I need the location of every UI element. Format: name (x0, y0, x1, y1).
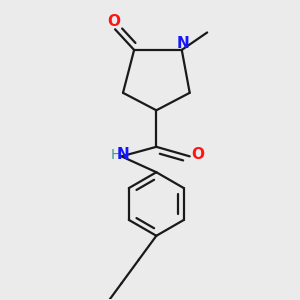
Text: N: N (117, 147, 129, 162)
Text: N: N (177, 36, 190, 51)
Text: O: O (191, 147, 204, 162)
Text: O: O (107, 14, 120, 29)
Text: H: H (110, 148, 121, 162)
